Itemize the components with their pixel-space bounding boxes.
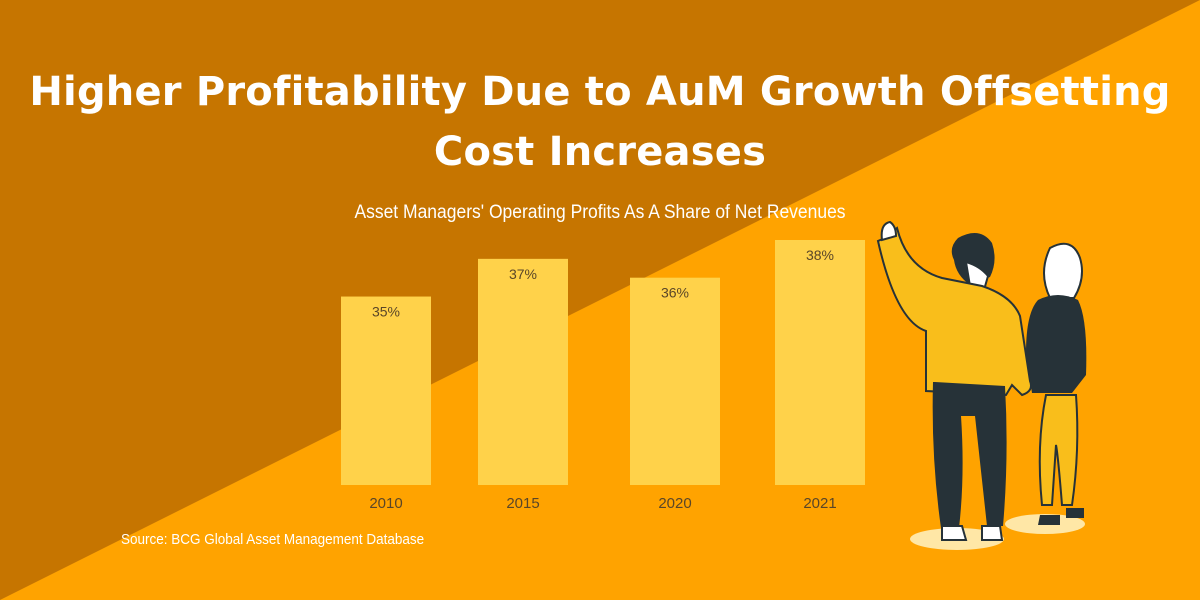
data-label-2015: 37% — [509, 266, 537, 282]
bar-2021 — [775, 240, 865, 485]
woman-figure — [1026, 242, 1087, 525]
bar-2010 — [341, 296, 431, 485]
data-label-2020: 36% — [661, 285, 689, 301]
data-label-2021: 38% — [806, 247, 834, 263]
bar-2015 — [478, 258, 568, 485]
bar-2020 — [630, 277, 720, 485]
page-title: Higher Profitability Due to AuM Growth O… — [29, 69, 1171, 175]
data-label-2010: 35% — [372, 304, 400, 320]
x-tick-label: 2015 — [506, 495, 539, 512]
x-tick-label: 2010 — [369, 495, 402, 512]
man-figure — [876, 220, 1032, 541]
x-tick-label: 2021 — [803, 495, 836, 512]
x-tick-label: 2020 — [658, 495, 691, 512]
chart-title: Asset Managers' Operating Profits As A S… — [354, 202, 846, 223]
source-note: Source: BCG Global Asset Management Data… — [121, 531, 425, 548]
